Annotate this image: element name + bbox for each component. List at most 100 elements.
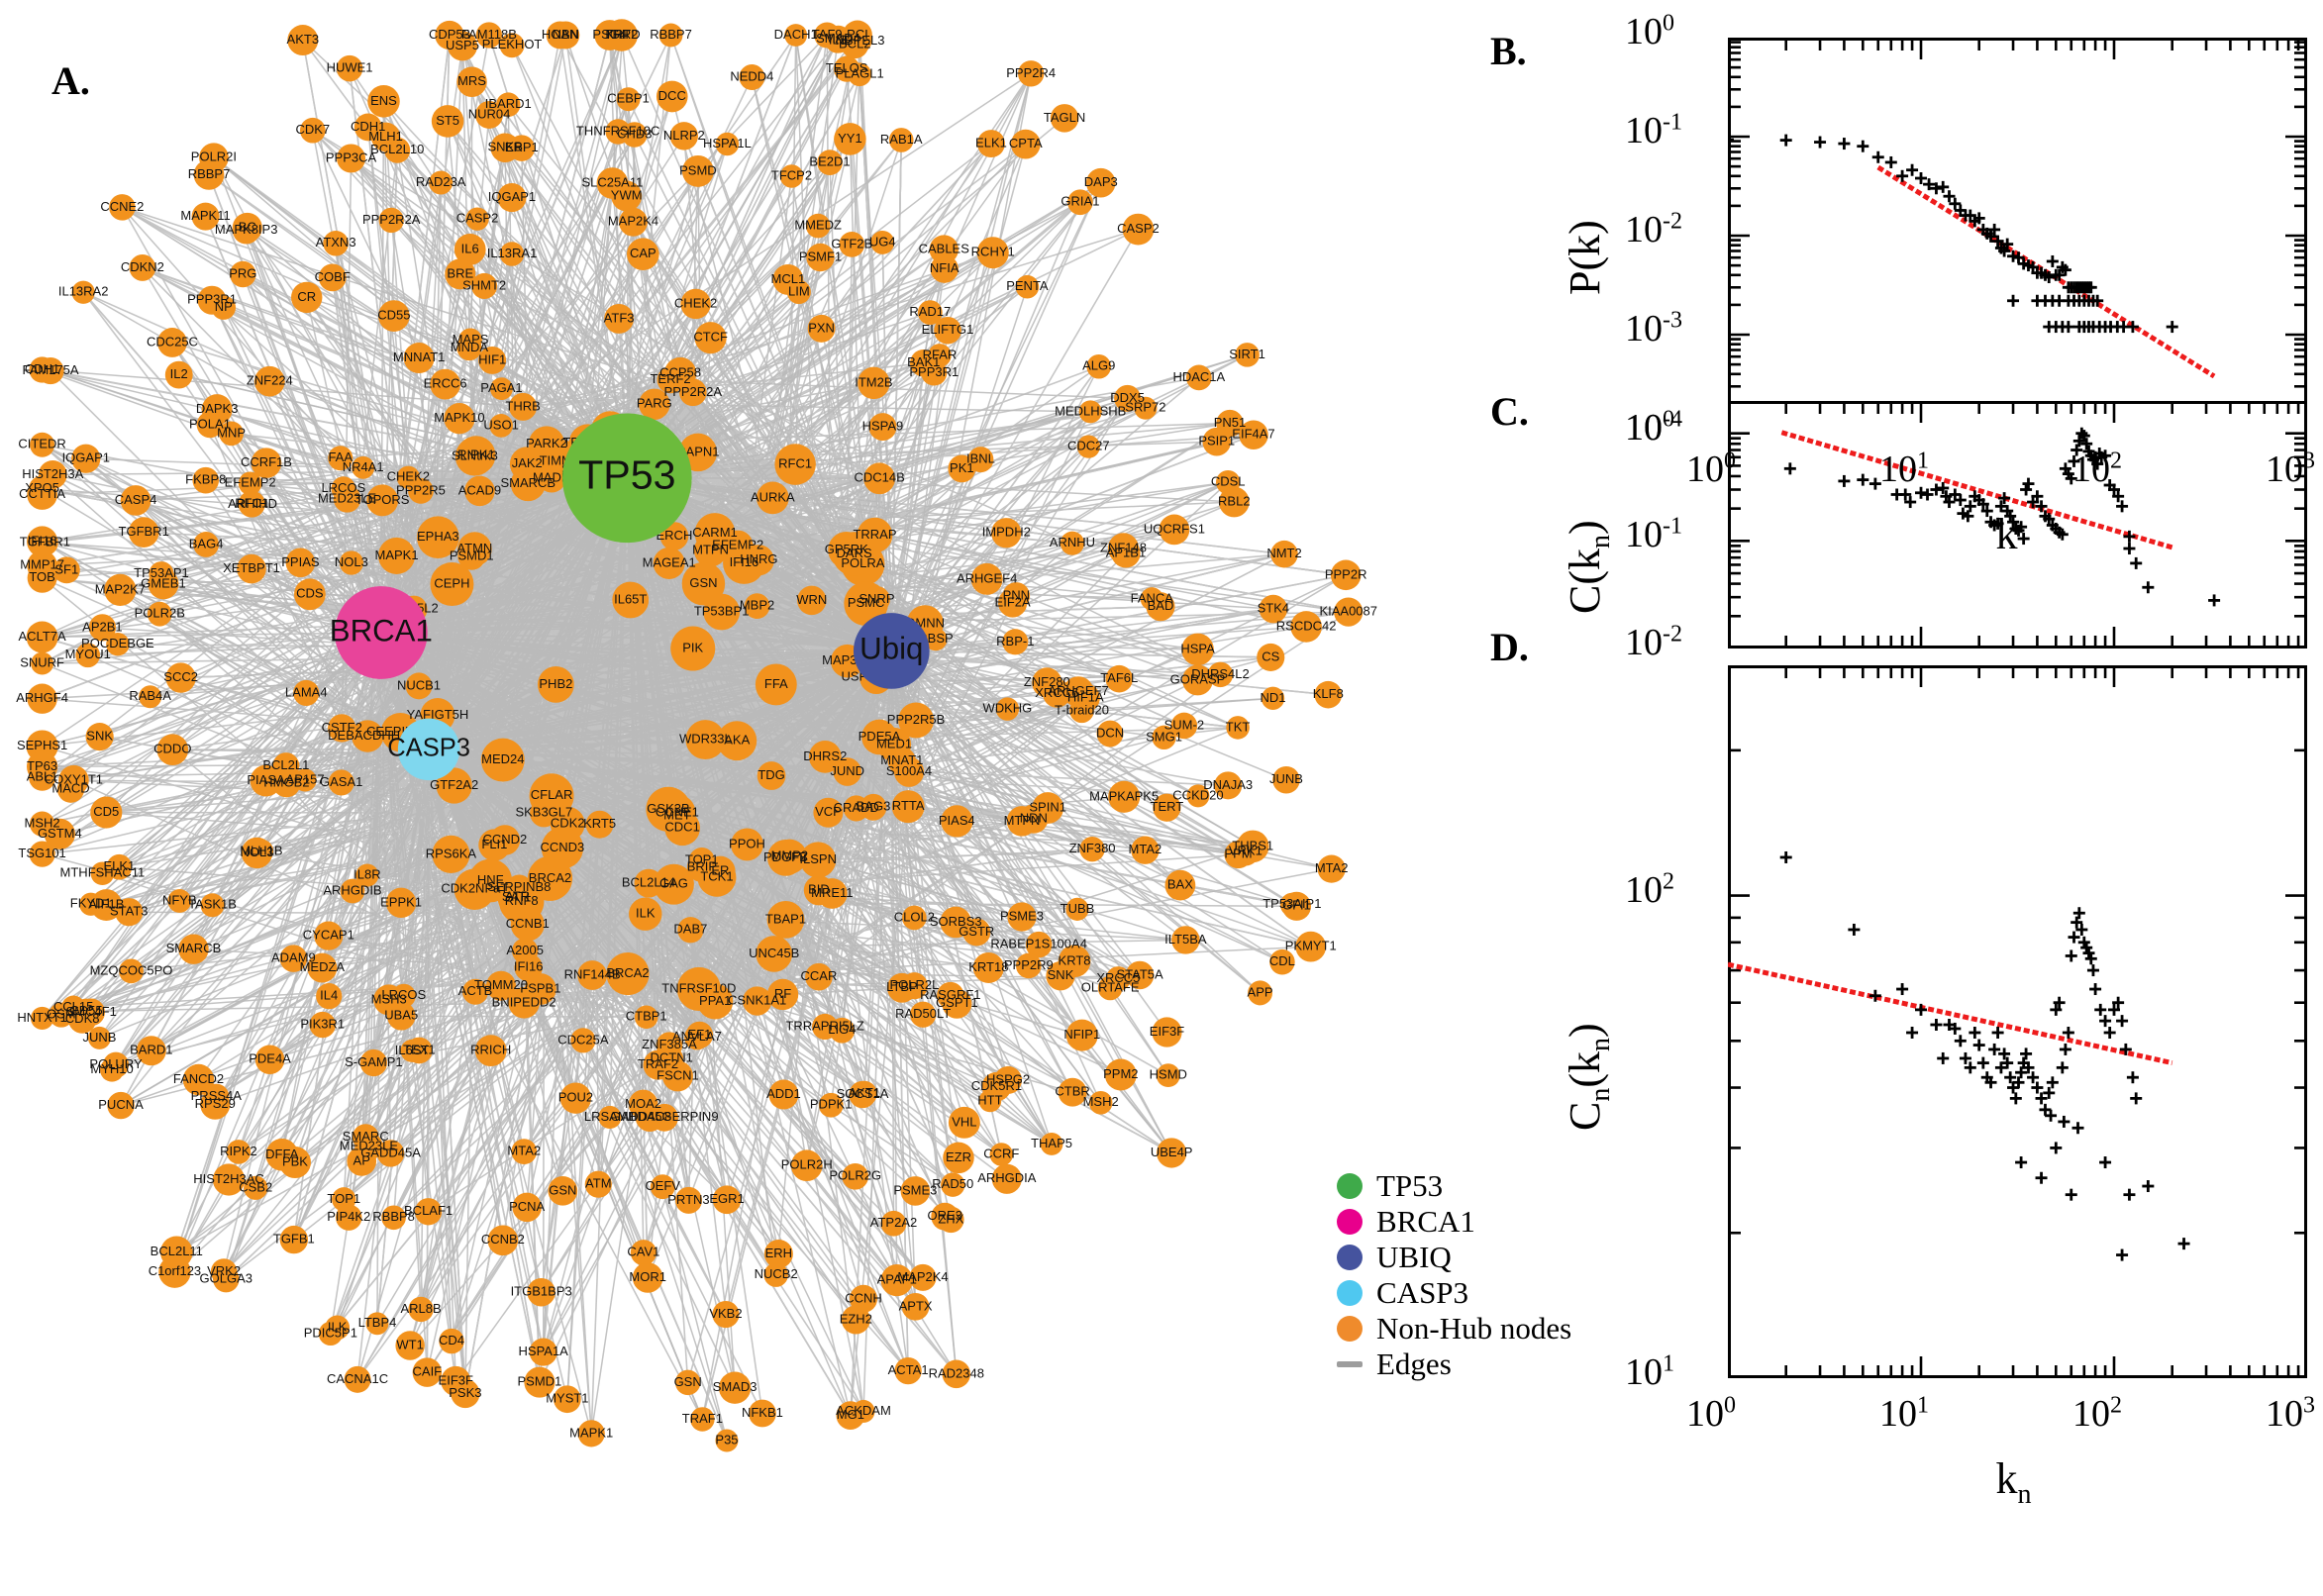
network-node[interactable] <box>408 477 434 504</box>
network-node[interactable] <box>417 516 459 558</box>
network-node[interactable] <box>100 1057 125 1082</box>
network-node[interactable] <box>643 1049 673 1080</box>
network-node[interactable] <box>924 628 948 651</box>
network-node[interactable] <box>681 154 714 187</box>
network-node[interactable] <box>900 972 928 1000</box>
network-node[interactable] <box>868 413 897 442</box>
network-node[interactable] <box>1261 686 1285 710</box>
network-node[interactable] <box>656 366 684 394</box>
network-node[interactable] <box>712 1185 742 1215</box>
network-node[interactable] <box>339 550 364 575</box>
network-node[interactable] <box>1259 594 1288 624</box>
hub-node-tp53[interactable] <box>562 413 692 544</box>
network-node[interactable] <box>870 230 895 254</box>
network-node[interactable] <box>405 1037 433 1064</box>
network-node[interactable] <box>192 466 220 494</box>
network-node[interactable] <box>395 1331 425 1360</box>
network-node[interactable] <box>1065 1019 1098 1051</box>
network-node[interactable] <box>901 1292 930 1321</box>
network-node[interactable] <box>478 829 511 861</box>
network-node[interactable] <box>842 1162 869 1190</box>
network-node[interactable] <box>715 1429 739 1452</box>
network-node[interactable] <box>880 1210 907 1237</box>
network-node[interactable] <box>1105 664 1133 693</box>
network-node[interactable] <box>888 128 914 152</box>
network-node[interactable] <box>976 130 1005 158</box>
network-node[interactable] <box>584 1170 612 1198</box>
network-node[interactable] <box>49 1002 74 1028</box>
network-node[interactable] <box>596 167 629 199</box>
network-node[interactable] <box>604 304 635 334</box>
network-node[interactable] <box>529 1338 557 1366</box>
network-node[interactable] <box>848 62 872 87</box>
network-node[interactable] <box>412 1357 443 1387</box>
network-node[interactable] <box>31 1006 54 1031</box>
network-node[interactable] <box>1069 698 1094 724</box>
network-node[interactable] <box>1181 633 1214 666</box>
network-node[interactable] <box>445 258 476 290</box>
network-node[interactable] <box>843 795 869 822</box>
network-node[interactable] <box>1226 716 1250 740</box>
network-graph-panel[interactable]: TAF6L ARL8B CS PSG4 ALG9 MAGEA1 SOCS1A DHRS4L2 R… <box>0 0 1465 1596</box>
network-node[interactable] <box>849 1284 878 1313</box>
network-node[interactable] <box>909 1263 937 1291</box>
network-node[interactable] <box>1214 771 1243 800</box>
network-node[interactable] <box>807 314 836 343</box>
network-node[interactable] <box>441 1365 471 1396</box>
network-node[interactable] <box>336 54 363 82</box>
network-node[interactable] <box>128 517 159 548</box>
network-node[interactable] <box>309 1011 336 1039</box>
network-node[interactable] <box>1171 926 1200 954</box>
network-node[interactable] <box>376 1140 405 1167</box>
network-node[interactable] <box>524 1366 556 1398</box>
network-node[interactable] <box>487 1225 519 1256</box>
network-node[interactable] <box>251 448 282 478</box>
network-node[interactable] <box>948 454 976 483</box>
network-node[interactable] <box>1281 891 1312 921</box>
network-node[interactable] <box>715 132 740 156</box>
network-node[interactable] <box>941 1172 965 1197</box>
network-node[interactable] <box>272 769 301 798</box>
network-node[interactable] <box>230 260 256 288</box>
network-node[interactable] <box>444 403 475 435</box>
network-node[interactable] <box>279 945 308 972</box>
network-node[interactable] <box>29 841 55 867</box>
network-node[interactable] <box>658 23 683 48</box>
network-node[interactable] <box>366 484 399 517</box>
network-node[interactable] <box>1290 611 1322 643</box>
network-node[interactable] <box>756 936 793 972</box>
network-node[interactable] <box>508 135 536 161</box>
network-node[interactable] <box>1042 678 1071 708</box>
network-node[interactable] <box>431 105 464 138</box>
network-node[interactable] <box>56 775 85 803</box>
network-node[interactable] <box>200 893 225 918</box>
network-node[interactable] <box>430 368 461 400</box>
network-node[interactable] <box>1010 129 1041 159</box>
network-node[interactable] <box>1182 664 1213 696</box>
network-node[interactable] <box>1134 396 1158 420</box>
network-node[interactable] <box>940 906 972 939</box>
network-node[interactable] <box>352 455 375 479</box>
network-node[interactable] <box>680 288 711 320</box>
network-node[interactable] <box>898 702 935 739</box>
network-node[interactable] <box>314 921 344 950</box>
network-node[interactable] <box>659 522 689 550</box>
network-node[interactable] <box>27 549 57 581</box>
network-node[interactable] <box>1207 661 1234 688</box>
network-node[interactable] <box>653 547 685 579</box>
network-node[interactable] <box>717 721 758 761</box>
network-node[interactable] <box>744 593 770 620</box>
network-node[interactable] <box>509 392 538 421</box>
network-node[interactable] <box>942 988 972 1019</box>
network-node[interactable] <box>891 790 925 824</box>
network-node[interactable] <box>478 346 507 374</box>
network-node[interactable] <box>670 626 716 671</box>
network-node[interactable] <box>511 1139 538 1165</box>
network-node[interactable] <box>107 1091 135 1120</box>
network-node[interactable] <box>1131 836 1160 864</box>
network-node[interactable] <box>471 272 498 299</box>
network-node[interactable] <box>1067 189 1093 216</box>
network-node[interactable] <box>1248 980 1273 1006</box>
network-node[interactable] <box>1185 364 1212 391</box>
network-node[interactable] <box>480 738 525 782</box>
